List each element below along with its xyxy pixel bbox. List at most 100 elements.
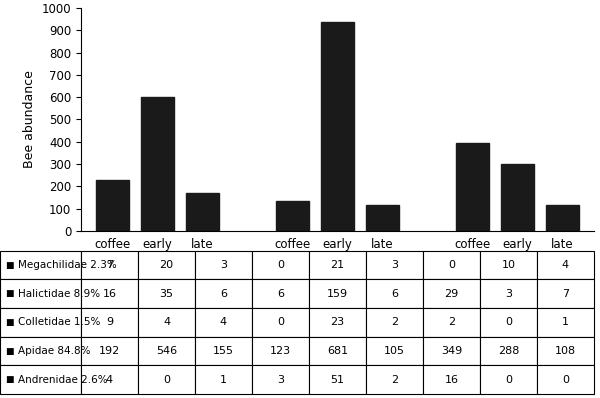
Text: 4: 4	[163, 317, 170, 328]
Bar	[455, 142, 490, 231]
Text: 2: 2	[391, 375, 398, 385]
Bar	[537, 251, 594, 279]
Bar	[252, 337, 309, 365]
Text: 0: 0	[277, 317, 284, 328]
Text: 2: 2	[391, 317, 398, 328]
Text: 0: 0	[505, 317, 512, 328]
Text: 16: 16	[445, 375, 458, 385]
Text: 3: 3	[277, 375, 284, 385]
Y-axis label: Bee abundance: Bee abundance	[23, 70, 36, 168]
Text: 288: 288	[498, 346, 519, 356]
Bar	[81, 337, 138, 365]
Bar	[195, 279, 252, 308]
Bar	[500, 164, 535, 231]
Bar	[0, 251, 81, 279]
Text: 21: 21	[331, 260, 344, 270]
Text: 9: 9	[106, 317, 113, 328]
Bar	[81, 365, 138, 394]
Text: Halictidae 8.9%: Halictidae 8.9%	[18, 289, 100, 299]
Bar	[365, 205, 400, 231]
Bar	[95, 180, 130, 231]
Bar	[138, 251, 195, 279]
Bar	[480, 308, 537, 337]
Bar	[138, 279, 195, 308]
Text: 4: 4	[220, 317, 227, 328]
Bar	[309, 365, 366, 394]
Bar	[309, 279, 366, 308]
Text: 3: 3	[391, 260, 398, 270]
Bar	[537, 365, 594, 394]
Text: 0: 0	[562, 375, 569, 385]
Bar	[81, 308, 138, 337]
Text: 349: 349	[441, 346, 462, 356]
Bar	[195, 308, 252, 337]
Bar	[320, 22, 355, 231]
Bar	[0, 337, 81, 365]
Bar	[545, 205, 580, 231]
Text: 6: 6	[391, 289, 398, 299]
Text: ■: ■	[5, 347, 13, 355]
Text: 4: 4	[562, 260, 569, 270]
Text: FARM2: FARM2	[317, 260, 358, 273]
Bar	[252, 251, 309, 279]
Bar	[537, 337, 594, 365]
Bar	[423, 279, 480, 308]
Text: Apidae 84.8%: Apidae 84.8%	[18, 346, 91, 356]
Text: 35: 35	[160, 289, 173, 299]
Text: Colletidae 1.5%: Colletidae 1.5%	[18, 317, 100, 328]
Text: FARM1: FARM1	[137, 260, 178, 273]
Text: 1: 1	[220, 375, 227, 385]
Text: 681: 681	[327, 346, 348, 356]
Bar	[0, 308, 81, 337]
Bar	[0, 279, 81, 308]
Text: 3: 3	[505, 289, 512, 299]
Bar	[537, 308, 594, 337]
Bar	[195, 251, 252, 279]
Text: Andrenidae 2.6%: Andrenidae 2.6%	[18, 375, 107, 385]
Bar	[138, 337, 195, 365]
Bar	[366, 279, 423, 308]
Text: 7: 7	[562, 289, 569, 299]
Bar	[480, 279, 537, 308]
Text: 105: 105	[384, 346, 405, 356]
Text: ■: ■	[5, 261, 13, 269]
Text: 6: 6	[220, 289, 227, 299]
Text: 2: 2	[448, 317, 455, 328]
Bar	[480, 365, 537, 394]
Bar	[138, 365, 195, 394]
Bar	[195, 365, 252, 394]
Bar	[366, 337, 423, 365]
Bar	[81, 279, 138, 308]
Bar	[81, 251, 138, 279]
Text: 1: 1	[562, 317, 569, 328]
Bar	[423, 337, 480, 365]
Text: 0: 0	[448, 260, 455, 270]
Text: 159: 159	[327, 289, 348, 299]
Text: 123: 123	[270, 346, 291, 356]
Bar	[366, 251, 423, 279]
Text: Megachilidae 2.3%: Megachilidae 2.3%	[18, 260, 117, 270]
Text: 0: 0	[277, 260, 284, 270]
Bar	[309, 337, 366, 365]
Text: 16: 16	[103, 289, 116, 299]
Text: 23: 23	[331, 317, 344, 328]
Bar	[309, 251, 366, 279]
Text: 51: 51	[331, 375, 344, 385]
Text: 192: 192	[99, 346, 120, 356]
Bar	[275, 201, 310, 231]
Bar	[195, 337, 252, 365]
Text: 6: 6	[277, 289, 284, 299]
Text: 0: 0	[163, 375, 170, 385]
Bar	[0, 365, 81, 394]
Bar	[252, 308, 309, 337]
Text: 3: 3	[220, 260, 227, 270]
Bar	[140, 97, 175, 231]
Bar	[423, 308, 480, 337]
Text: 546: 546	[156, 346, 177, 356]
Text: 108: 108	[555, 346, 576, 356]
Text: 155: 155	[213, 346, 234, 356]
Text: 7: 7	[106, 260, 113, 270]
Bar	[366, 308, 423, 337]
Bar	[480, 251, 537, 279]
Bar	[480, 337, 537, 365]
